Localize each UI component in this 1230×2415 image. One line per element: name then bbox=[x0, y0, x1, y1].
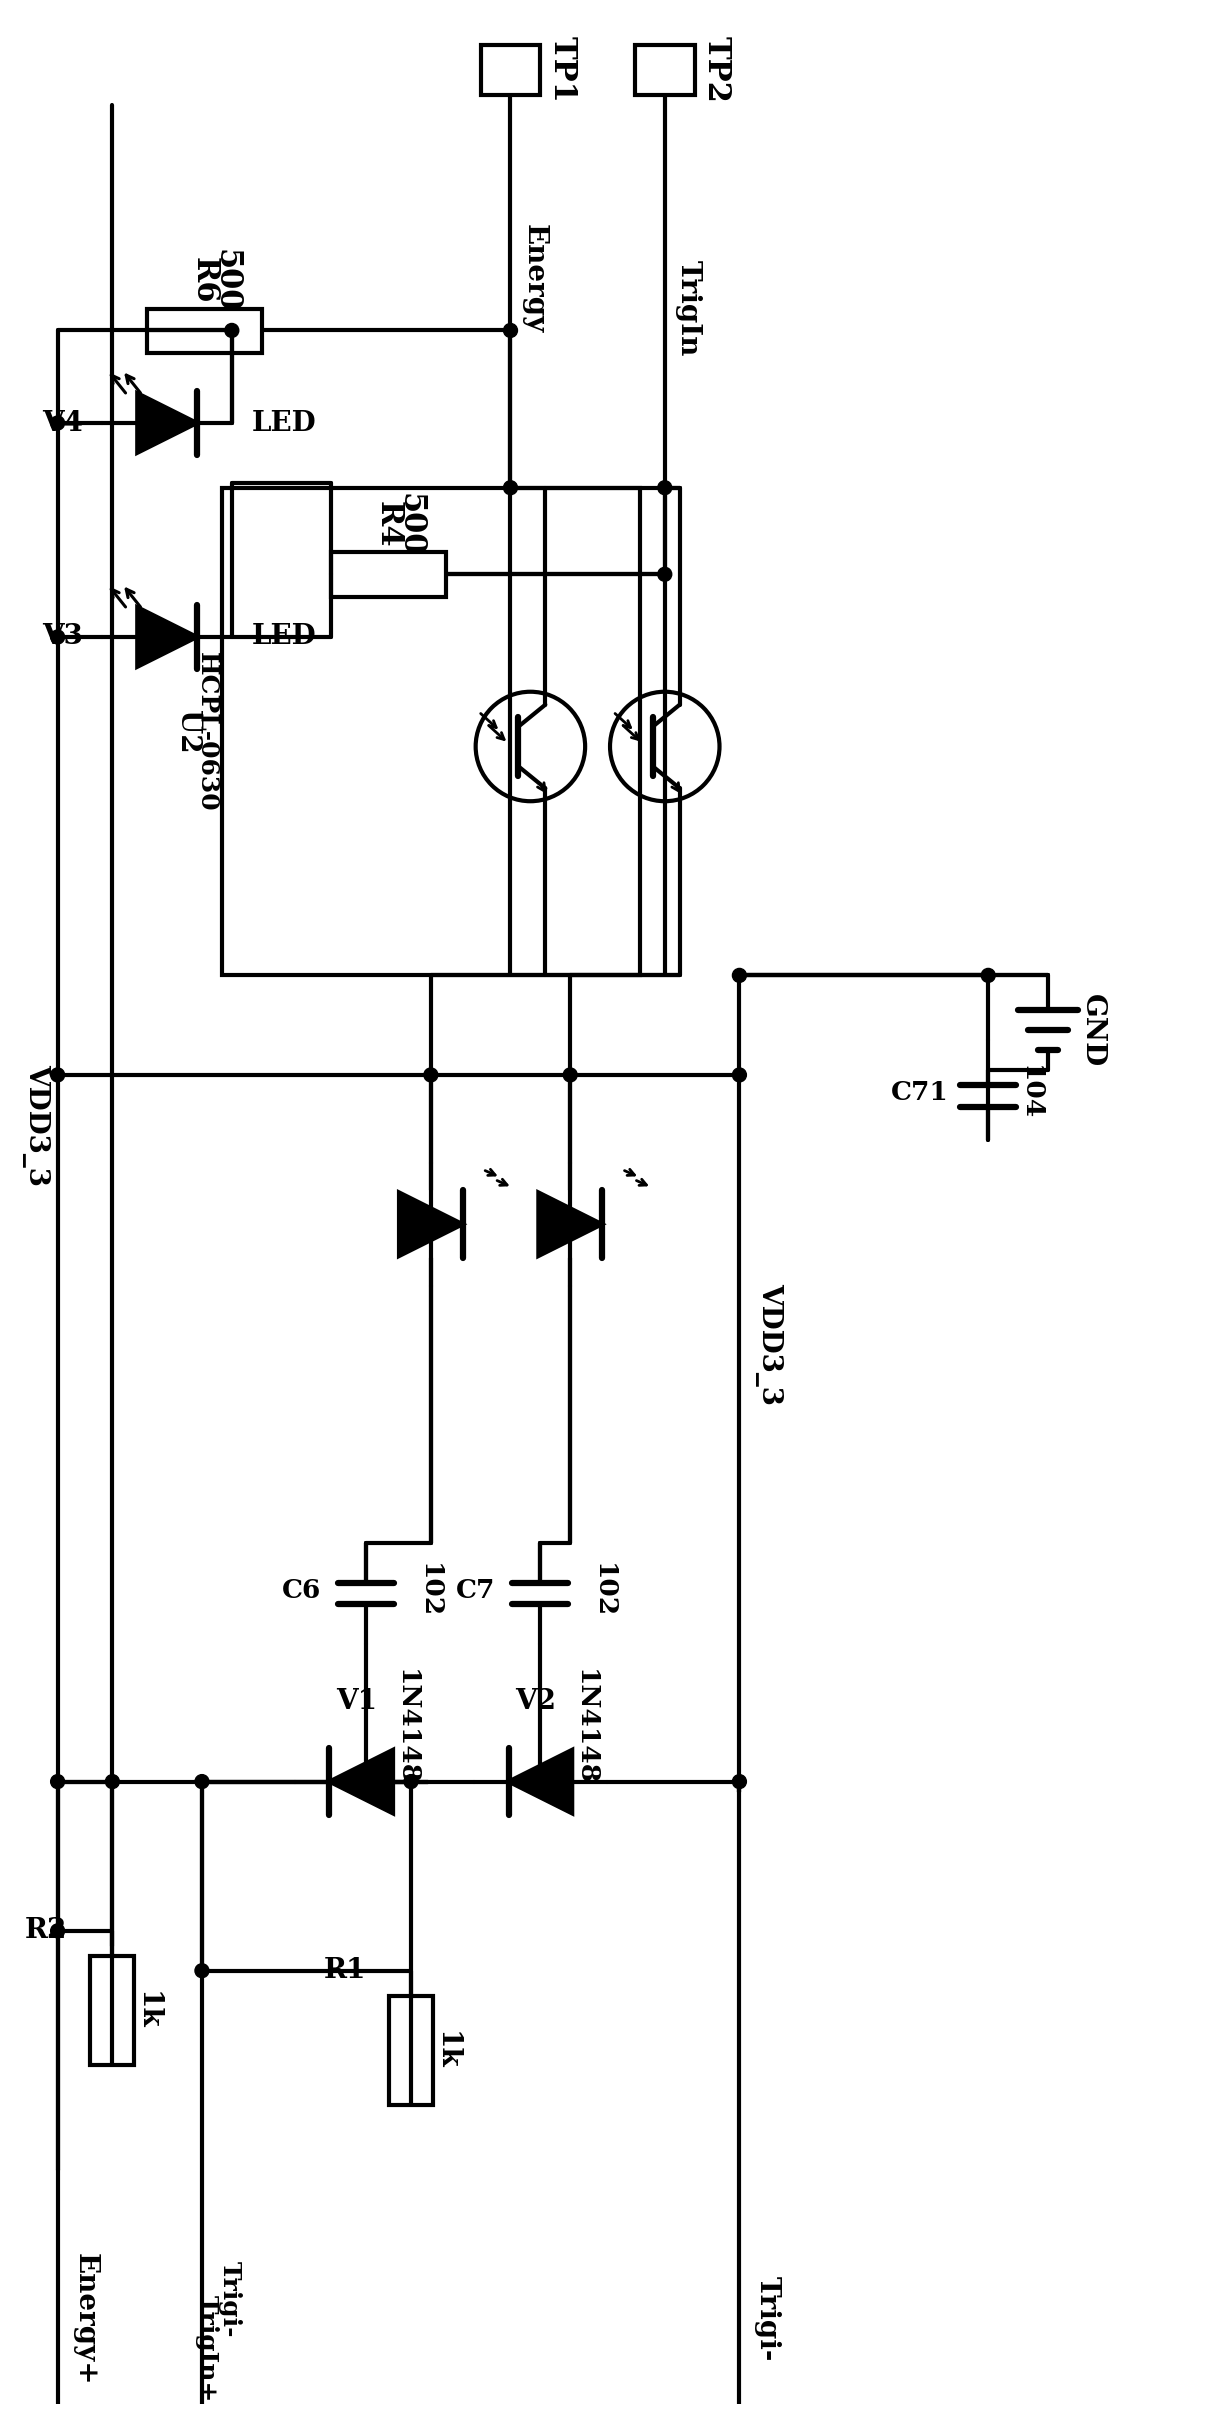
Text: 102: 102 bbox=[590, 1563, 615, 1618]
Text: Trigi-: Trigi- bbox=[754, 2277, 781, 2362]
Circle shape bbox=[658, 568, 672, 582]
Polygon shape bbox=[330, 1751, 394, 1814]
Circle shape bbox=[225, 324, 239, 338]
Polygon shape bbox=[399, 1193, 462, 1256]
Text: GND: GND bbox=[1079, 993, 1106, 1067]
Circle shape bbox=[50, 1067, 65, 1082]
Circle shape bbox=[359, 1775, 373, 1790]
Circle shape bbox=[106, 1775, 119, 1790]
Text: 1N4148: 1N4148 bbox=[573, 1669, 598, 1785]
Text: U2: U2 bbox=[173, 710, 200, 753]
Bar bbox=[91, 1956, 134, 2065]
Bar bbox=[221, 488, 640, 976]
Text: VDD3_3: VDD3_3 bbox=[22, 1063, 49, 1186]
Bar bbox=[148, 309, 262, 353]
Polygon shape bbox=[539, 1193, 601, 1256]
Text: 1k: 1k bbox=[432, 2031, 459, 2070]
Text: V4: V4 bbox=[42, 411, 84, 437]
Text: C71: C71 bbox=[891, 1080, 948, 1106]
Text: 500: 500 bbox=[210, 249, 241, 312]
Text: 1N4148: 1N4148 bbox=[394, 1669, 418, 1785]
Text: 104: 104 bbox=[1017, 1065, 1043, 1121]
Bar bbox=[389, 1995, 433, 2106]
Text: V3: V3 bbox=[42, 623, 84, 650]
Circle shape bbox=[50, 1925, 65, 1937]
Text: TP1: TP1 bbox=[547, 36, 578, 104]
Text: V1: V1 bbox=[336, 1688, 376, 1715]
Circle shape bbox=[563, 1067, 577, 1082]
Text: 102: 102 bbox=[417, 1563, 442, 1618]
Text: 1k: 1k bbox=[134, 1992, 161, 2031]
Circle shape bbox=[732, 1775, 747, 1790]
Circle shape bbox=[503, 324, 518, 338]
Text: HCPL-0630: HCPL-0630 bbox=[194, 652, 219, 811]
Circle shape bbox=[503, 481, 518, 495]
Text: C7: C7 bbox=[456, 1577, 496, 1604]
Circle shape bbox=[732, 1067, 747, 1082]
Text: Trigi-: Trigi- bbox=[218, 2260, 242, 2338]
Circle shape bbox=[732, 968, 747, 983]
Polygon shape bbox=[508, 1751, 572, 1814]
Circle shape bbox=[196, 1775, 209, 1790]
Polygon shape bbox=[138, 606, 197, 667]
Circle shape bbox=[403, 1775, 418, 1790]
Circle shape bbox=[50, 1775, 65, 1790]
Circle shape bbox=[196, 1963, 209, 1978]
Text: VDD3_3: VDD3_3 bbox=[755, 1282, 784, 1406]
Text: TrigIn: TrigIn bbox=[675, 261, 702, 357]
Text: LED: LED bbox=[252, 411, 316, 437]
Bar bbox=[481, 46, 540, 94]
Bar bbox=[331, 553, 445, 597]
Text: LED: LED bbox=[252, 623, 316, 650]
Text: R6: R6 bbox=[188, 258, 219, 304]
Text: C6: C6 bbox=[282, 1577, 321, 1604]
Text: TP2: TP2 bbox=[701, 36, 732, 104]
Circle shape bbox=[658, 481, 672, 495]
Circle shape bbox=[50, 415, 65, 430]
Text: Energy+: Energy+ bbox=[73, 2253, 98, 2386]
Text: R2: R2 bbox=[25, 1918, 68, 1944]
Text: R4: R4 bbox=[373, 502, 403, 548]
Polygon shape bbox=[138, 394, 197, 454]
Text: V2: V2 bbox=[515, 1688, 556, 1715]
Circle shape bbox=[534, 1775, 547, 1790]
Bar bbox=[635, 46, 695, 94]
Text: 500: 500 bbox=[395, 493, 426, 555]
Circle shape bbox=[50, 630, 65, 645]
Circle shape bbox=[424, 1067, 438, 1082]
Text: R1: R1 bbox=[323, 1956, 367, 1985]
Circle shape bbox=[982, 968, 995, 983]
Text: TrigIn+: TrigIn+ bbox=[194, 2294, 219, 2403]
Text: Energy: Energy bbox=[520, 225, 547, 333]
